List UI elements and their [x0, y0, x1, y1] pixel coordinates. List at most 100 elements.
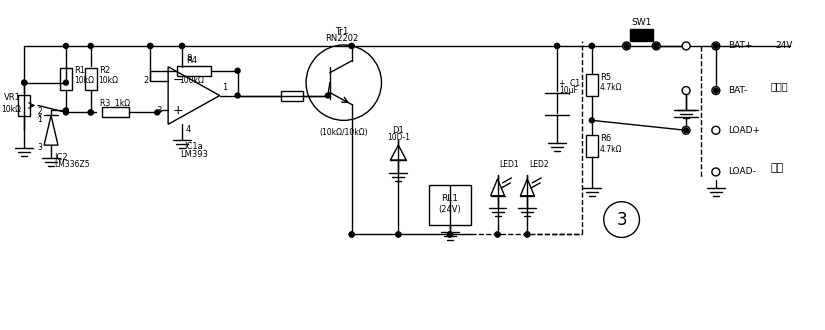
Text: SW1: SW1 — [631, 17, 652, 27]
Circle shape — [684, 128, 689, 133]
Bar — [586, 74, 598, 96]
Bar — [629, 29, 653, 41]
Text: 10kΩ: 10kΩ — [99, 76, 119, 85]
Bar — [281, 90, 303, 101]
Bar — [60, 68, 72, 89]
Circle shape — [624, 44, 629, 49]
Text: LM393: LM393 — [180, 149, 208, 159]
Circle shape — [21, 80, 26, 85]
Text: 4.7kΩ: 4.7kΩ — [600, 83, 622, 92]
Text: 4.7kΩ: 4.7kΩ — [600, 145, 622, 154]
Text: VR1: VR1 — [4, 93, 21, 102]
Circle shape — [623, 42, 630, 50]
Text: LED1: LED1 — [500, 160, 519, 170]
Text: 3: 3 — [37, 143, 42, 152]
Circle shape — [589, 44, 594, 49]
Text: 10D-1: 10D-1 — [387, 133, 410, 142]
Circle shape — [64, 44, 68, 49]
Circle shape — [325, 93, 330, 98]
Circle shape — [21, 80, 26, 85]
Text: LOAD+: LOAD+ — [728, 126, 760, 135]
Circle shape — [180, 44, 185, 49]
Bar — [85, 68, 97, 89]
Text: +: + — [172, 104, 183, 117]
Circle shape — [235, 93, 240, 98]
Circle shape — [589, 44, 594, 49]
Circle shape — [64, 80, 68, 85]
Bar — [177, 66, 211, 76]
Text: R3  1kΩ: R3 1kΩ — [101, 99, 130, 108]
Text: 24V: 24V — [776, 42, 793, 50]
Circle shape — [349, 44, 354, 49]
Circle shape — [495, 232, 500, 237]
Circle shape — [712, 126, 720, 134]
Text: IC2: IC2 — [54, 152, 68, 162]
Text: 10kΩ: 10kΩ — [2, 105, 21, 114]
Circle shape — [654, 44, 659, 49]
Text: LM336Z5: LM336Z5 — [54, 160, 90, 170]
Text: 负荷: 负荷 — [771, 163, 784, 173]
Text: LED2: LED2 — [530, 160, 549, 170]
Text: R4: R4 — [186, 56, 197, 65]
Circle shape — [712, 168, 720, 176]
Text: IC1a: IC1a — [185, 142, 203, 151]
Circle shape — [155, 110, 160, 115]
Text: R5: R5 — [600, 73, 610, 82]
Circle shape — [396, 232, 401, 237]
Text: 蓄电池: 蓄电池 — [771, 82, 788, 92]
Circle shape — [64, 110, 68, 115]
Circle shape — [712, 86, 720, 95]
Circle shape — [180, 44, 185, 49]
Text: RN2202: RN2202 — [325, 34, 358, 44]
Circle shape — [714, 88, 719, 93]
Text: Tr1: Tr1 — [335, 26, 348, 36]
Circle shape — [682, 42, 690, 50]
Circle shape — [653, 42, 660, 50]
Circle shape — [714, 44, 719, 49]
Text: (24V): (24V) — [439, 205, 461, 214]
Circle shape — [349, 232, 354, 237]
Text: RL1: RL1 — [441, 194, 459, 203]
Circle shape — [447, 232, 452, 237]
Circle shape — [525, 232, 530, 237]
Circle shape — [88, 110, 93, 115]
Circle shape — [554, 44, 559, 49]
Circle shape — [525, 232, 530, 237]
Bar — [18, 95, 31, 116]
Circle shape — [88, 110, 93, 115]
Circle shape — [396, 232, 401, 237]
Text: +  C1: + C1 — [559, 79, 580, 88]
Circle shape — [589, 118, 594, 123]
Circle shape — [495, 232, 500, 237]
Circle shape — [349, 44, 354, 49]
Text: BAT-: BAT- — [728, 86, 747, 95]
Text: 100kΩ: 100kΩ — [180, 76, 205, 85]
Text: 2: 2 — [143, 76, 148, 85]
Text: 3: 3 — [616, 211, 627, 229]
Circle shape — [64, 108, 68, 113]
Text: R1: R1 — [74, 66, 85, 75]
Text: 3: 3 — [156, 106, 161, 115]
Bar — [101, 108, 130, 117]
Text: 10kΩ: 10kΩ — [74, 76, 94, 85]
Bar — [429, 185, 471, 224]
Text: R6: R6 — [600, 134, 611, 143]
Text: 8: 8 — [186, 54, 191, 63]
Text: 10μF: 10μF — [559, 86, 578, 95]
Text: (10kΩ/10kΩ): (10kΩ/10kΩ) — [319, 128, 368, 137]
Text: ×: × — [36, 114, 42, 119]
Text: 1: 1 — [37, 115, 42, 124]
Text: LOAD-: LOAD- — [728, 167, 756, 177]
Circle shape — [682, 126, 690, 134]
Circle shape — [148, 44, 153, 49]
Circle shape — [235, 68, 240, 73]
Circle shape — [624, 44, 629, 49]
Circle shape — [148, 44, 153, 49]
Circle shape — [712, 42, 720, 50]
Circle shape — [88, 44, 93, 49]
Text: −: − — [172, 74, 183, 87]
Text: BAT+: BAT+ — [728, 42, 752, 50]
Circle shape — [682, 86, 690, 95]
Text: 2: 2 — [37, 107, 42, 116]
Text: 4: 4 — [186, 125, 191, 134]
